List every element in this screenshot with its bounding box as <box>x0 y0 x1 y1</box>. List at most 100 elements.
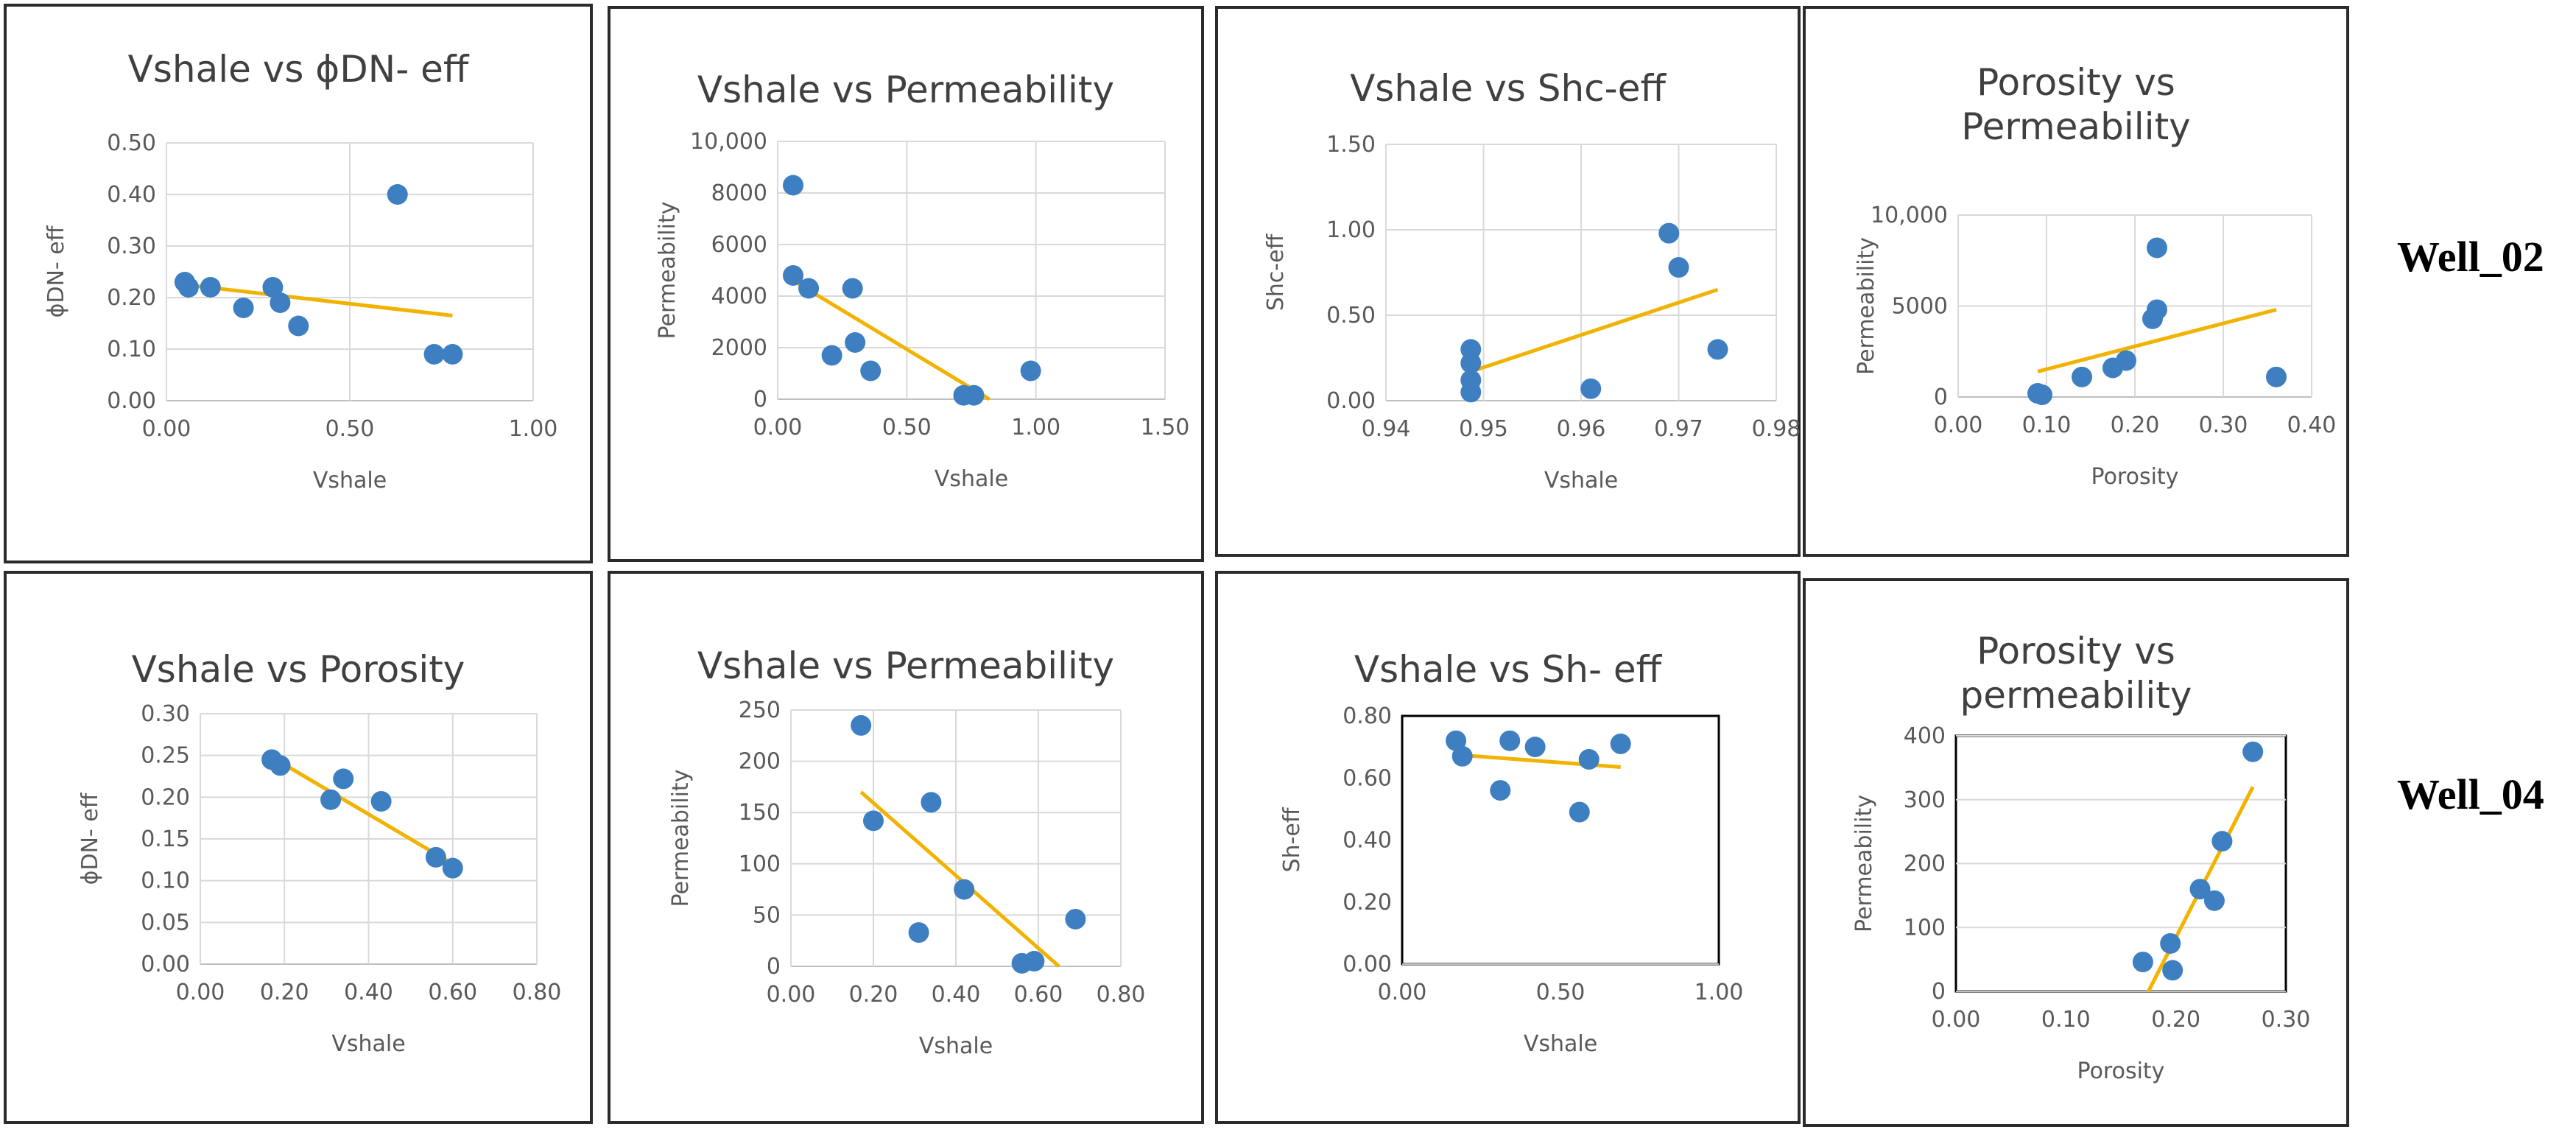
data-point <box>954 879 975 900</box>
data-point <box>2211 831 2233 852</box>
chart-panel-2: Vshale vs Permeability 0 2000 4000 6000 8000 1… <box>608 6 1204 562</box>
chart-title-line: Permeability <box>1961 105 2191 148</box>
chart-title: Porosity vs permeability <box>1806 629 2346 717</box>
y-tick-label: 100 <box>1904 915 1946 941</box>
data-point <box>2116 350 2136 371</box>
y-tick-label: 0.15 <box>141 826 190 852</box>
x-tick-label: 0.80 <box>513 980 562 1005</box>
data-point <box>860 360 881 382</box>
chart-title: Vshale vs Permeability <box>610 68 1201 112</box>
data-point <box>1065 908 1086 930</box>
data-point <box>1658 222 1680 244</box>
data-point <box>1610 733 1631 754</box>
trendline <box>2037 308 2277 373</box>
x-tick-label: 0.40 <box>344 980 393 1005</box>
x-tick-label: 0.30 <box>2262 1007 2311 1033</box>
trendline <box>1470 287 1719 373</box>
y-tick-label: 0.00 <box>1326 388 1376 414</box>
data-point <box>2203 890 2225 911</box>
chart-panel-1: Vshale vs ϕDN- eff 0.00 0.10 0.20 0.30 0.40 0.… <box>4 4 593 563</box>
x-tick-label: 0.20 <box>849 982 898 1008</box>
data-point <box>1569 801 1590 823</box>
data-point <box>233 298 254 318</box>
data-point <box>1024 951 1045 972</box>
y-tick-label: 0.10 <box>107 337 156 362</box>
data-point <box>1460 382 1482 403</box>
data-point <box>333 768 354 790</box>
data-point <box>783 265 804 286</box>
data-point <box>2189 879 2211 900</box>
data-point <box>1580 378 1602 399</box>
y-axis-label: Shc-eff <box>1263 233 1289 311</box>
chart-title-line: Porosity vs <box>1977 630 2175 672</box>
x-tick-label: 0.00 <box>1378 980 1427 1005</box>
chart-plot: 0.00 0.50 1.00 1.50 0.94 0.95 0.96 0.97 0.98 Vsha… <box>1263 132 1801 493</box>
y-tick-label: 50 <box>753 902 781 928</box>
x-axis-label: Vshale <box>331 1031 405 1057</box>
x-tick-label: 1.50 <box>1141 415 1190 440</box>
data-point <box>798 278 820 299</box>
x-tick-label: 0.95 <box>1459 416 1508 442</box>
y-tick-label: 200 <box>1904 851 1946 877</box>
y-tick-label: 0.00 <box>141 952 190 977</box>
y-tick-label: 0.00 <box>1342 952 1392 977</box>
data-point <box>262 277 284 298</box>
y-tick-label: 0.10 <box>141 868 190 894</box>
trendline <box>270 755 454 866</box>
y-axis-label: Permeability <box>1851 795 1877 932</box>
data-point <box>177 277 199 298</box>
y-tick-label: 1.00 <box>1326 217 1376 243</box>
x-tick-label: 1.00 <box>1011 415 1060 440</box>
y-tick-label: 10,000 <box>1871 203 1948 228</box>
chart-plot: 0.00 0.20 0.40 0.60 0.80 0.00 0.50 1.00 Vshale Sh… <box>1279 703 1743 1057</box>
data-point <box>2160 932 2181 954</box>
x-tick-label: 0.00 <box>176 980 225 1005</box>
row-label-well-02: Well_02 <box>2397 233 2544 281</box>
x-tick-label: 0.30 <box>2199 412 2248 438</box>
y-tick-label: 0 <box>753 387 767 412</box>
x-tick-label: 0.00 <box>767 982 816 1008</box>
data-point <box>2162 960 2183 981</box>
y-tick-label: 0.25 <box>141 743 190 769</box>
y-axis-label: Permeability <box>1854 237 1879 375</box>
data-point <box>2266 366 2287 387</box>
chart-title: Vshale vs ϕDN- eff <box>7 47 590 91</box>
data-point <box>442 344 463 365</box>
chart-title-line: Vshale vs Permeability <box>697 68 1115 111</box>
x-tick-label: 0.00 <box>1932 1007 1981 1033</box>
chart-title: Porosity vs Permeability <box>1806 60 2346 149</box>
y-axis-label: Permeability <box>655 202 680 340</box>
row-label-well-04: Well_04 <box>2397 770 2544 818</box>
x-tick-label: 0.40 <box>932 982 981 1008</box>
chart-panel-6: Vshale vs Permeability 0 50 100 150 200 250 0.0… <box>608 571 1204 1124</box>
data-point <box>270 292 291 313</box>
data-point <box>2147 237 2167 259</box>
chart-panel-7: Vshale vs Sh- eff 0.00 0.20 0.40 0.60 0.80 0.0… <box>1215 571 1801 1124</box>
x-tick-label: 0.60 <box>1014 982 1063 1008</box>
x-tick-label: 0.10 <box>2041 1007 2091 1033</box>
y-tick-label: 0.40 <box>1342 828 1392 854</box>
x-tick-label: 0.50 <box>1536 980 1586 1005</box>
chart-title: Vshale vs Permeability <box>610 644 1201 688</box>
data-point <box>370 791 392 812</box>
chart-panel-8: Porosity vs permeability 0 100 200 300 400 0.00… <box>1803 578 2349 1127</box>
x-axis-label: Vshale <box>935 466 1008 492</box>
data-point <box>2147 299 2167 320</box>
data-point <box>1446 730 1467 751</box>
data-point <box>425 846 446 868</box>
data-point <box>1460 352 1482 373</box>
x-tick-label: 0.50 <box>882 415 932 440</box>
x-tick-label: 0.20 <box>2151 1007 2200 1033</box>
trendline <box>859 790 1060 968</box>
y-tick-label: 0.20 <box>1342 890 1392 916</box>
y-axis-label: ϕDN- eff <box>43 225 69 317</box>
chart-plot: 0 50 100 150 200 250 0.00 0.20 0.40 0.60 0.80 Vshal… <box>668 697 1145 1059</box>
chart-plot: 0 5000 10,000 0.00 0.10 0.20 0.30 0.40 Porosity P… <box>1854 203 2336 490</box>
y-tick-label: 0.50 <box>107 130 156 156</box>
data-point <box>2032 384 2052 406</box>
data-point <box>320 789 342 810</box>
chart-title: Vshale vs Porosity <box>7 647 590 692</box>
y-tick-label: 200 <box>739 749 781 775</box>
chart-panel-4: Porosity vs Permeability 0 5000 10,000 0.00 0.… <box>1803 6 2349 557</box>
data-point <box>200 277 221 298</box>
